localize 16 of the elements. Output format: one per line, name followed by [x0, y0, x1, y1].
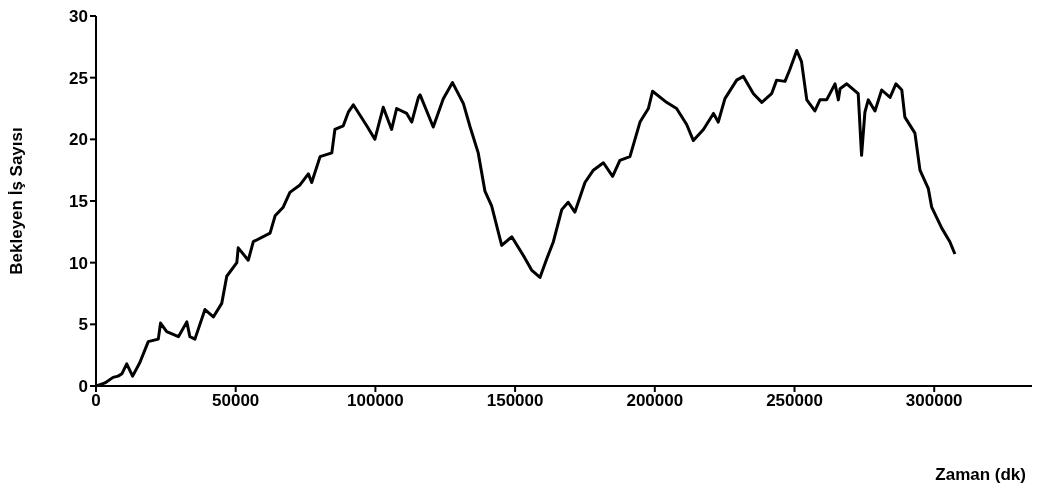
x-axis-title: Zaman (dk) [935, 465, 1026, 484]
y-tick-label: 20 [69, 130, 88, 150]
x-tick-label: 0 [91, 391, 101, 411]
y-tick-label: 0 [78, 377, 88, 397]
x-tick-label: 250000 [766, 391, 823, 411]
x-tick-label: 200000 [626, 391, 684, 411]
y-tick-label: 5 [78, 315, 88, 335]
x-tick-label: 50000 [212, 391, 260, 411]
y-tick-label: 15 [69, 192, 88, 212]
x-tick-label: 100000 [347, 391, 404, 411]
y-tick-label: 30 [69, 7, 88, 27]
y-axis-title: Bekleyen İş Sayısı [7, 127, 27, 275]
y-tick-label: 10 [69, 253, 88, 273]
x-tick-label: 150000 [486, 391, 544, 411]
x-tick-label: 300000 [905, 391, 963, 411]
y-tick-label: 25 [69, 68, 88, 88]
